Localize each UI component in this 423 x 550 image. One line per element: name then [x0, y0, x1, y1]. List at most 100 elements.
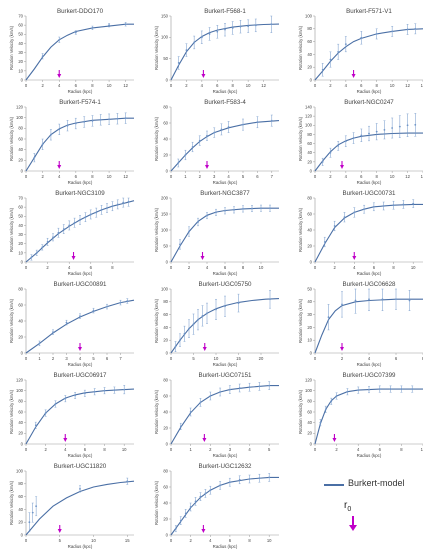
- y-tick-label: 80: [307, 26, 312, 31]
- data-point: [368, 298, 370, 301]
- chart-panel: Burkert-F574-10 2 4 6 8 10 12020406080100120Ra…: [9, 99, 134, 185]
- y-tick-label: 0: [21, 77, 24, 82]
- y-tick-label: 80: [163, 299, 168, 304]
- data-point: [398, 125, 401, 128]
- y-tick-label: 40: [307, 52, 312, 57]
- y-tick-label: 30: [307, 312, 312, 317]
- data-point: [106, 305, 108, 308]
- data-point: [95, 211, 98, 214]
- x-axis-label: Radius (kpc): [213, 362, 238, 367]
- model-curve: [170, 207, 279, 263]
- y-tick-label: 100: [16, 388, 24, 393]
- data-point: [64, 397, 67, 400]
- legend-r0-label: r0: [344, 500, 351, 513]
- data-point: [373, 205, 375, 208]
- data-point: [256, 121, 259, 124]
- r0-arrow-icon: [202, 347, 207, 351]
- y-axis-label: Rotation Velocity (km/s): [154, 298, 159, 343]
- y-tick-label: 0: [166, 259, 169, 264]
- data-point: [327, 316, 330, 319]
- y-tick-label: 120: [16, 377, 24, 382]
- chart-title: Burkert-UGC05750: [199, 281, 253, 288]
- x-tick-label: 10: [214, 356, 219, 361]
- x-tick-label: 2: [44, 447, 47, 452]
- data-point: [270, 119, 273, 122]
- y-tick-label: 40: [18, 507, 23, 512]
- data-point: [200, 36, 203, 39]
- data-point: [106, 207, 108, 209]
- x-tick-label: 6: [224, 265, 227, 270]
- x-tick-label: 5: [242, 174, 245, 179]
- data-point: [383, 128, 386, 131]
- data-point: [41, 246, 44, 249]
- data-point: [177, 162, 180, 164]
- data-point: [260, 207, 262, 210]
- x-axis-label: Radius (kpc): [213, 453, 238, 458]
- x-tick-label: 6: [229, 538, 232, 543]
- y-tick-label: 0: [166, 350, 169, 355]
- x-tick-label: 1: [189, 447, 192, 452]
- y-tick-label: 40: [18, 147, 23, 152]
- x-tick-label: 12: [261, 83, 266, 88]
- x-tick-label: 12: [405, 83, 410, 88]
- y-tick-label: 140: [305, 104, 313, 109]
- legend: Burkert-model r0: [318, 470, 418, 540]
- x-tick-label: 1: [184, 174, 187, 179]
- data-point: [389, 388, 392, 390]
- y-tick-label: 40: [18, 318, 23, 323]
- x-tick-label: 10: [107, 83, 112, 88]
- y-tick-label: 80: [307, 399, 312, 404]
- data-point: [395, 298, 397, 301]
- r0-arrow-icon: [201, 74, 206, 78]
- x-tick-label: 4: [368, 356, 371, 361]
- data-point: [58, 38, 61, 41]
- data-point: [179, 519, 182, 522]
- model-curve: [170, 385, 279, 445]
- x-tick-label: 0: [314, 83, 317, 88]
- x-tick-label: 6: [256, 174, 259, 179]
- y-axis-label: Rotation Velocity (km/s): [298, 389, 303, 434]
- x-tick-label: 2: [188, 265, 191, 270]
- x-tick-label: 2: [185, 83, 188, 88]
- y-tick-label: 0: [166, 441, 169, 446]
- x-tick-label: 0: [314, 265, 317, 270]
- x-tick-label: 4: [201, 83, 204, 88]
- y-tick-label: 0: [21, 168, 24, 173]
- data-point: [84, 392, 86, 395]
- data-point: [189, 506, 192, 508]
- data-point: [375, 130, 378, 133]
- y-tick-label: 10: [18, 68, 23, 73]
- data-point: [122, 201, 125, 204]
- y-tick-label: 20: [163, 338, 168, 343]
- x-tick-label: 0: [170, 356, 173, 361]
- data-point: [354, 299, 357, 302]
- data-point: [321, 160, 324, 163]
- data-point: [352, 137, 355, 139]
- data-point: [227, 126, 230, 128]
- data-point: [108, 118, 110, 121]
- data-point: [74, 122, 77, 125]
- y-tick-label: 80: [307, 132, 312, 137]
- chart-panel: Burkert-DDO170 0 2 4 6 8 10 12 0 10 20 30 40 50 60 70 Ra…: [9, 8, 134, 94]
- x-axis-label: Radius (kpc): [213, 89, 238, 94]
- y-tick-label: 0: [310, 441, 313, 446]
- y-tick-label: 30: [18, 232, 23, 237]
- y-tick-label: 60: [18, 136, 23, 141]
- y-tick-label: 0: [21, 532, 24, 537]
- data-point: [44, 412, 47, 414]
- x-tick-label: 4: [206, 265, 209, 270]
- y-tick-label: 80: [18, 481, 23, 486]
- data-point: [41, 55, 44, 58]
- y-tick-label: 50: [307, 286, 312, 291]
- legend-r0-subscript: 0: [347, 506, 352, 513]
- x-tick-label: 10: [107, 174, 112, 179]
- data-point: [74, 31, 77, 34]
- y-tick-label: 60: [18, 23, 23, 28]
- x-tick-label: 8: [111, 265, 114, 270]
- data-point: [204, 492, 207, 495]
- data-point: [183, 332, 186, 335]
- x-tick-label: 6: [360, 83, 363, 88]
- data-point: [368, 132, 370, 135]
- y-tick-label: 60: [163, 393, 168, 398]
